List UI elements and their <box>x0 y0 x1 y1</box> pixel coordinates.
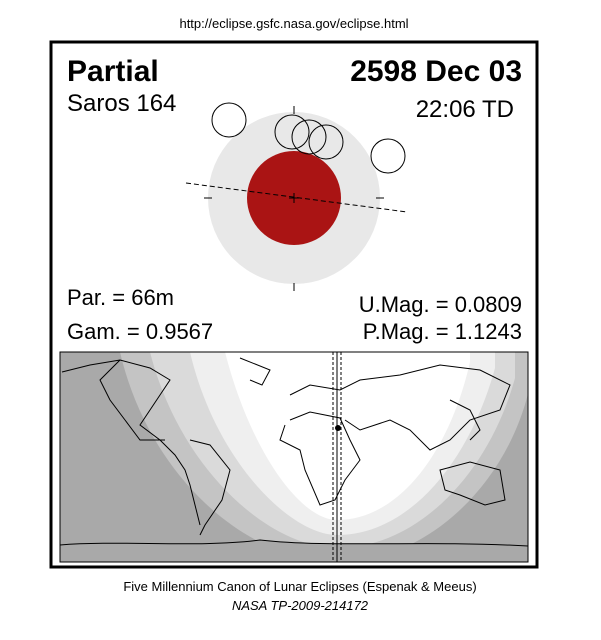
footer-title: Five Millennium Canon of Lunar Eclipses … <box>123 579 476 594</box>
axis-ticks <box>204 106 384 291</box>
footer-reference: NASA TP-2009-214172 <box>232 598 369 613</box>
umbral-magnitude: U.Mag. = 0.0809 <box>359 292 522 317</box>
eclipse-time: 22:06 TD <box>416 96 514 123</box>
shadow-diagram <box>185 102 408 291</box>
partial-duration: Par. = 66m <box>67 285 174 310</box>
penumbral-magnitude: P.Mag. = 1.1243 <box>363 319 522 344</box>
moon-positions <box>211 102 406 174</box>
visibility-map <box>59 351 529 563</box>
eclipse-date: 2598 Dec 03 <box>350 55 522 88</box>
gamma: Gam. = 0.9567 <box>67 319 213 344</box>
source-url: http://eclipse.gsfc.nasa.gov/eclipse.htm… <box>179 16 408 31</box>
eclipse-type: Partial <box>67 55 159 88</box>
saros: Saros 164 <box>67 90 176 117</box>
moon-path <box>185 182 408 213</box>
